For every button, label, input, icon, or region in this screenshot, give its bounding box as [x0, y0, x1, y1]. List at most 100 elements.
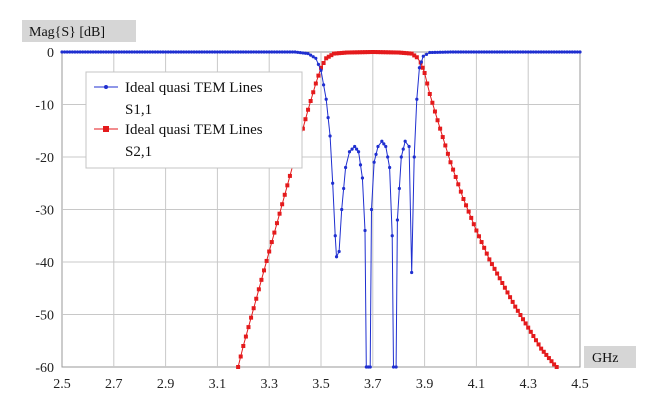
data-point — [218, 50, 222, 54]
data-point — [158, 50, 163, 54]
y-tick-label: -20 — [35, 151, 54, 166]
data-point — [474, 228, 479, 233]
data-point — [384, 144, 388, 149]
data-point — [357, 50, 362, 55]
data-point — [368, 50, 373, 55]
data-point — [226, 50, 230, 54]
data-point — [368, 365, 372, 369]
data-point — [342, 50, 347, 55]
data-point — [536, 50, 541, 54]
data-point — [399, 155, 403, 159]
data-point — [267, 249, 272, 254]
data-point — [482, 50, 486, 54]
data-point — [331, 51, 336, 56]
data-point — [78, 50, 82, 54]
data-point — [114, 50, 118, 54]
s21-series — [236, 50, 559, 369]
data-point — [474, 50, 478, 54]
data-point — [259, 277, 264, 282]
data-point — [536, 342, 541, 347]
data-point — [75, 50, 80, 54]
data-point — [251, 306, 256, 311]
data-point — [363, 228, 367, 233]
data-point — [184, 50, 188, 54]
data-point — [435, 50, 440, 54]
data-point — [396, 50, 401, 55]
data-point — [308, 99, 313, 103]
y-axis-title-box — [22, 20, 136, 42]
data-point — [125, 50, 129, 54]
data-point — [238, 354, 243, 359]
data-point — [340, 207, 344, 212]
data-point — [414, 55, 419, 60]
data-point — [528, 329, 533, 334]
data-point — [500, 50, 504, 54]
data-point — [479, 50, 484, 54]
data-point — [374, 152, 378, 156]
data-point — [521, 317, 526, 322]
data-point — [495, 271, 500, 276]
data-point — [311, 55, 315, 59]
data-point — [339, 50, 344, 55]
x-tick-label: 3.1 — [209, 377, 227, 392]
data-point — [197, 50, 201, 54]
x-tick-label: 3.9 — [416, 377, 434, 392]
data-point — [412, 155, 416, 159]
data-point — [246, 50, 251, 54]
data-point — [334, 255, 339, 259]
data-point — [539, 346, 544, 351]
data-point — [403, 139, 407, 143]
data-point — [264, 258, 269, 263]
data-point — [388, 50, 393, 55]
data-point — [453, 174, 458, 179]
data-point — [355, 147, 359, 151]
data-point — [277, 50, 282, 54]
data-point — [516, 50, 520, 54]
data-point — [309, 53, 313, 57]
data-point — [96, 50, 100, 54]
data-point — [81, 50, 85, 54]
data-point — [344, 50, 349, 55]
data-point — [518, 50, 523, 54]
data-point — [189, 50, 194, 54]
data-point — [280, 50, 284, 54]
data-point — [451, 50, 455, 54]
data-point — [565, 50, 569, 54]
data-point — [458, 189, 463, 194]
y-tick-label: -40 — [35, 256, 54, 271]
data-point — [394, 365, 398, 369]
data-point — [228, 50, 232, 54]
data-point — [575, 50, 580, 54]
x-tick-label: 2.7 — [105, 377, 123, 392]
y-tick-labels: 0 -10 -20 -30 -40 -50 -60 — [35, 46, 54, 376]
data-point — [272, 230, 277, 235]
data-point — [401, 147, 405, 151]
y-tick-label: -50 — [35, 309, 54, 324]
x-tick-label: 3.5 — [312, 377, 330, 392]
data-point — [511, 50, 515, 54]
data-point — [272, 50, 276, 54]
data-point — [498, 50, 502, 54]
legend-s11-marker — [104, 85, 108, 89]
data-point — [560, 50, 564, 54]
data-point — [195, 50, 199, 54]
data-point — [135, 50, 139, 54]
data-point — [438, 126, 443, 131]
data-point — [262, 268, 267, 273]
data-point — [497, 276, 502, 281]
data-point — [208, 50, 212, 54]
data-point — [531, 334, 536, 339]
data-point — [244, 50, 248, 54]
data-point — [104, 50, 108, 54]
data-point — [122, 50, 126, 54]
data-point — [231, 50, 235, 54]
x-tick-label: 4.1 — [468, 377, 486, 392]
data-point — [342, 186, 346, 191]
data-point — [329, 53, 334, 58]
data-point — [417, 66, 422, 70]
data-point — [321, 61, 326, 66]
y-tick-label: -60 — [35, 361, 54, 376]
data-point — [179, 50, 183, 54]
data-point — [316, 62, 321, 66]
data-point — [508, 295, 513, 300]
